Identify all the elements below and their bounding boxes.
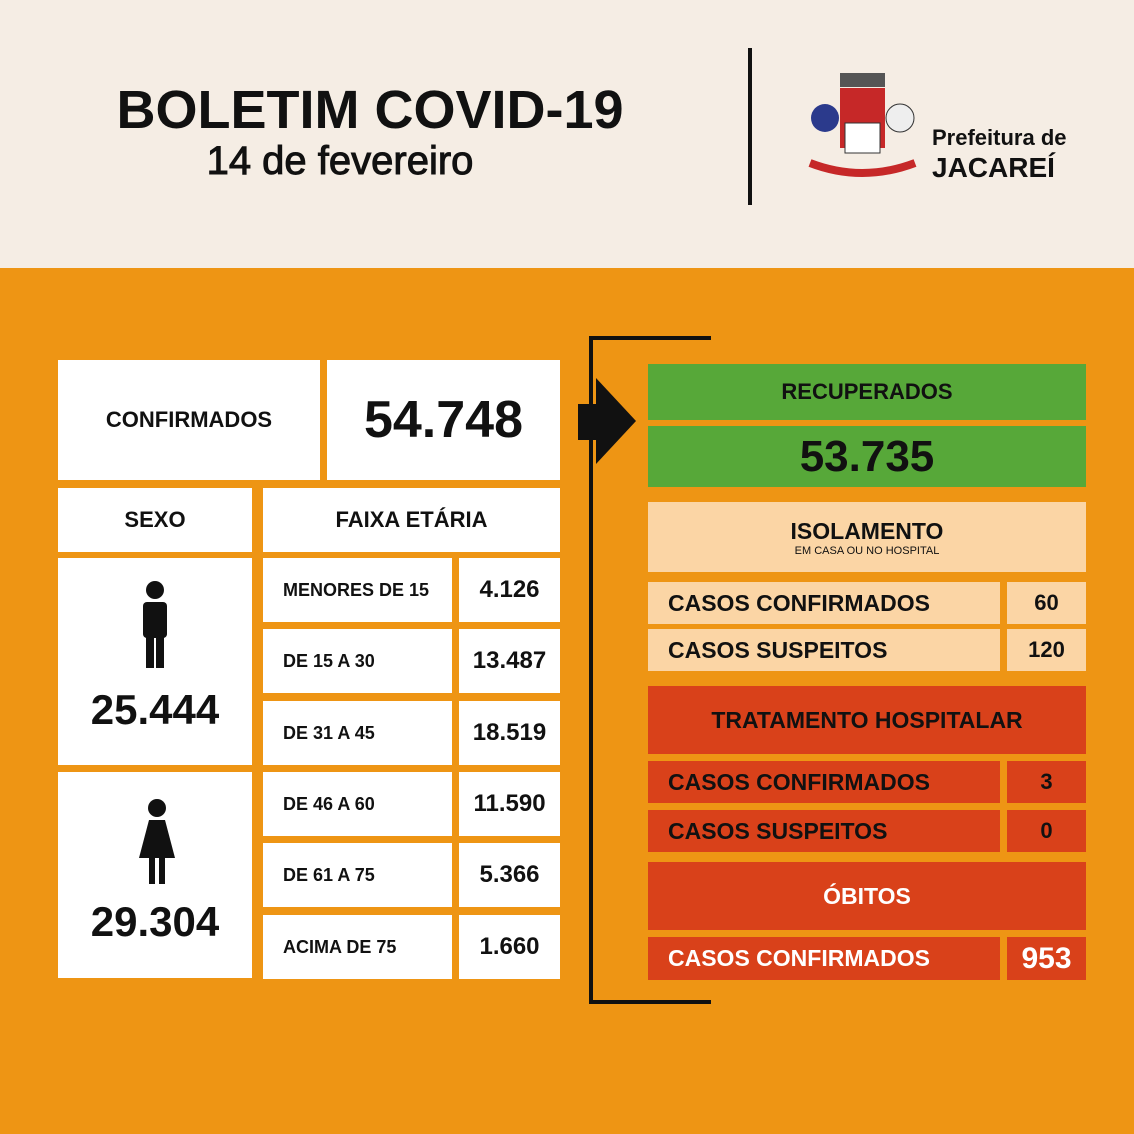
isolamento-label: ISOLAMENTO bbox=[790, 517, 944, 544]
isolamento-row-label: CASOS SUSPEITOS bbox=[648, 629, 1000, 671]
logo-crest bbox=[808, 73, 917, 177]
isolamento-header: ISOLAMENTO EM CASA OU NO HOSPITAL bbox=[648, 502, 1086, 572]
tratamento-row-value: 3 bbox=[1007, 761, 1086, 803]
age-value: 11.590 bbox=[459, 772, 560, 836]
tratamento-row-label: CASOS SUSPEITOS bbox=[648, 810, 1000, 852]
tratamento-row-value: 0 bbox=[1007, 810, 1086, 852]
confirmados-value: 54.748 bbox=[327, 360, 560, 480]
male-box: 25.444 bbox=[58, 558, 252, 765]
age-value: 18.519 bbox=[459, 701, 560, 765]
age-label: ACIMA DE 75 bbox=[263, 915, 452, 979]
age-label: DE 31 A 45 bbox=[263, 701, 452, 765]
age-label: MENORES DE 15 bbox=[263, 558, 452, 622]
female-icon bbox=[139, 799, 175, 884]
female-box: 29.304 bbox=[58, 772, 252, 978]
date: 14 de fevereiro bbox=[206, 138, 474, 183]
isolamento-row-label: CASOS CONFIRMADOS bbox=[648, 582, 1000, 624]
sexo-label: SEXO bbox=[58, 488, 252, 552]
age-value: 5.366 bbox=[459, 843, 560, 907]
tratamento-label: TRATAMENTO HOSPITALAR bbox=[648, 686, 1086, 754]
obitos-row-label: CASOS CONFIRMADOS bbox=[648, 937, 1000, 980]
obitos-row-value: 953 bbox=[1007, 937, 1086, 980]
age-label: DE 46 A 60 bbox=[263, 772, 452, 836]
faixa-label: FAIXA ETÁRIA bbox=[263, 488, 560, 552]
male-value: 25.444 bbox=[90, 686, 220, 733]
bracket bbox=[589, 336, 593, 1004]
age-label: DE 15 A 30 bbox=[263, 629, 452, 693]
recuperados-label: RECUPERADOS bbox=[648, 364, 1086, 420]
confirmados-label: CONFIRMADOS bbox=[58, 360, 320, 480]
age-value: 4.126 bbox=[459, 558, 560, 622]
age-label: DE 61 A 75 bbox=[263, 843, 452, 907]
age-value: 13.487 bbox=[459, 629, 560, 693]
logo-line1: Prefeitura de bbox=[932, 125, 1067, 150]
logo-line2: JACAREÍ bbox=[932, 152, 1055, 183]
header bbox=[0, 0, 1134, 268]
recuperados-value: 53.735 bbox=[648, 426, 1086, 487]
title: BOLETIM COVID-19 bbox=[116, 80, 624, 140]
obitos-label: ÓBITOS bbox=[648, 862, 1086, 930]
arrow bbox=[578, 378, 636, 464]
isolamento-row-value: 60 bbox=[1007, 582, 1086, 624]
tratamento-row-label: CASOS CONFIRMADOS bbox=[648, 761, 1000, 803]
female-value: 29.304 bbox=[90, 898, 220, 945]
age-value: 1.660 bbox=[459, 915, 560, 979]
isolamento-row-value: 120 bbox=[1007, 629, 1086, 671]
male-icon bbox=[143, 581, 167, 668]
bracket-bottom bbox=[589, 1000, 711, 1004]
divider bbox=[748, 48, 752, 205]
bracket-top bbox=[589, 336, 711, 340]
isolamento-sublabel: EM CASA OU NO HOSPITAL bbox=[794, 544, 940, 557]
